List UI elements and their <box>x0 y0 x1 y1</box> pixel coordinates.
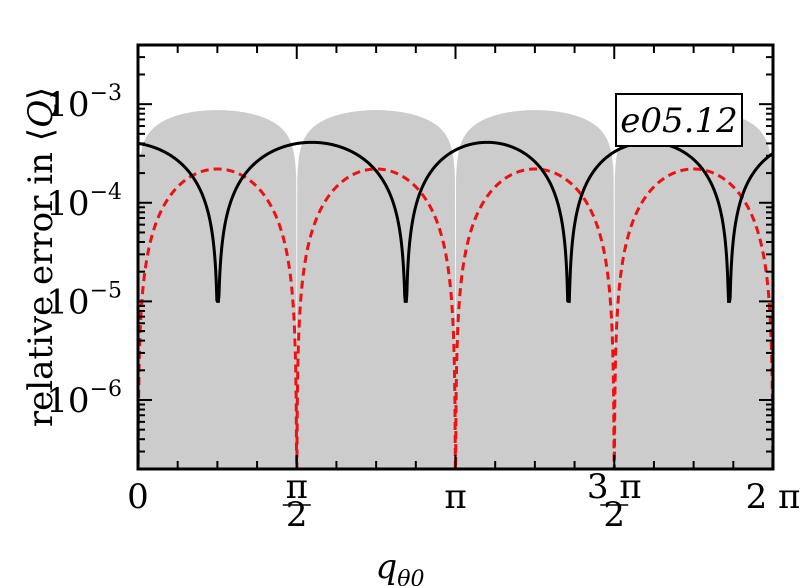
x-tick-label-fraction: 3 π2 <box>587 467 642 535</box>
x-tick-label-fraction: π2 <box>282 467 311 535</box>
y-tick-label-power: −3 <box>90 81 122 106</box>
y-tick-label-base: 10 <box>46 85 89 125</box>
y-tick-label-base: 10 <box>46 282 89 322</box>
x-tick-label: π <box>444 477 466 517</box>
y-tick-labels: 10−310−410−510−6 <box>46 81 122 421</box>
y-tick-label-base: 10 <box>46 381 89 421</box>
y-tick-label-base: 10 <box>46 184 89 224</box>
y-axis-label-symbol: Q <box>21 100 61 128</box>
x-tick-label-num: 3 π <box>587 467 642 507</box>
x-tick-label-num: π <box>286 467 308 507</box>
y-tick-label: 10−5 <box>46 278 122 322</box>
y-axis-label-text: relative error in ⟨ <box>21 128 61 427</box>
y-axis-label-close: ⟩ <box>21 87 61 100</box>
y-tick-label-power: −4 <box>90 180 122 205</box>
x-tick-labels: 0 π2 π 3 π2 2 π <box>127 467 800 535</box>
plot-frame <box>136 43 775 471</box>
y-tick-label: 10−6 <box>46 377 122 421</box>
x-tick-label: 2 π <box>746 477 800 517</box>
x-tick-label-den: 2 <box>603 495 625 535</box>
y-tick-label: 10−3 <box>46 81 122 125</box>
y-tick-label: 10−4 <box>46 180 122 224</box>
x-axis-label-main: q <box>375 547 397 586</box>
legend-label: e05.12 <box>620 101 737 141</box>
x-axis-label: qθ0 <box>375 547 424 586</box>
y-axis-label: relative error in ⟨Q⟩ <box>21 87 61 427</box>
y-tick-label-power: −5 <box>90 278 122 303</box>
x-axis-label-sub: θ0 <box>397 567 424 586</box>
x-tick-label-den: 2 <box>286 495 308 535</box>
x-tick-label: 0 <box>127 477 149 517</box>
y-tick-label-power: −6 <box>90 377 122 402</box>
legend-box: e05.12 <box>615 93 743 147</box>
